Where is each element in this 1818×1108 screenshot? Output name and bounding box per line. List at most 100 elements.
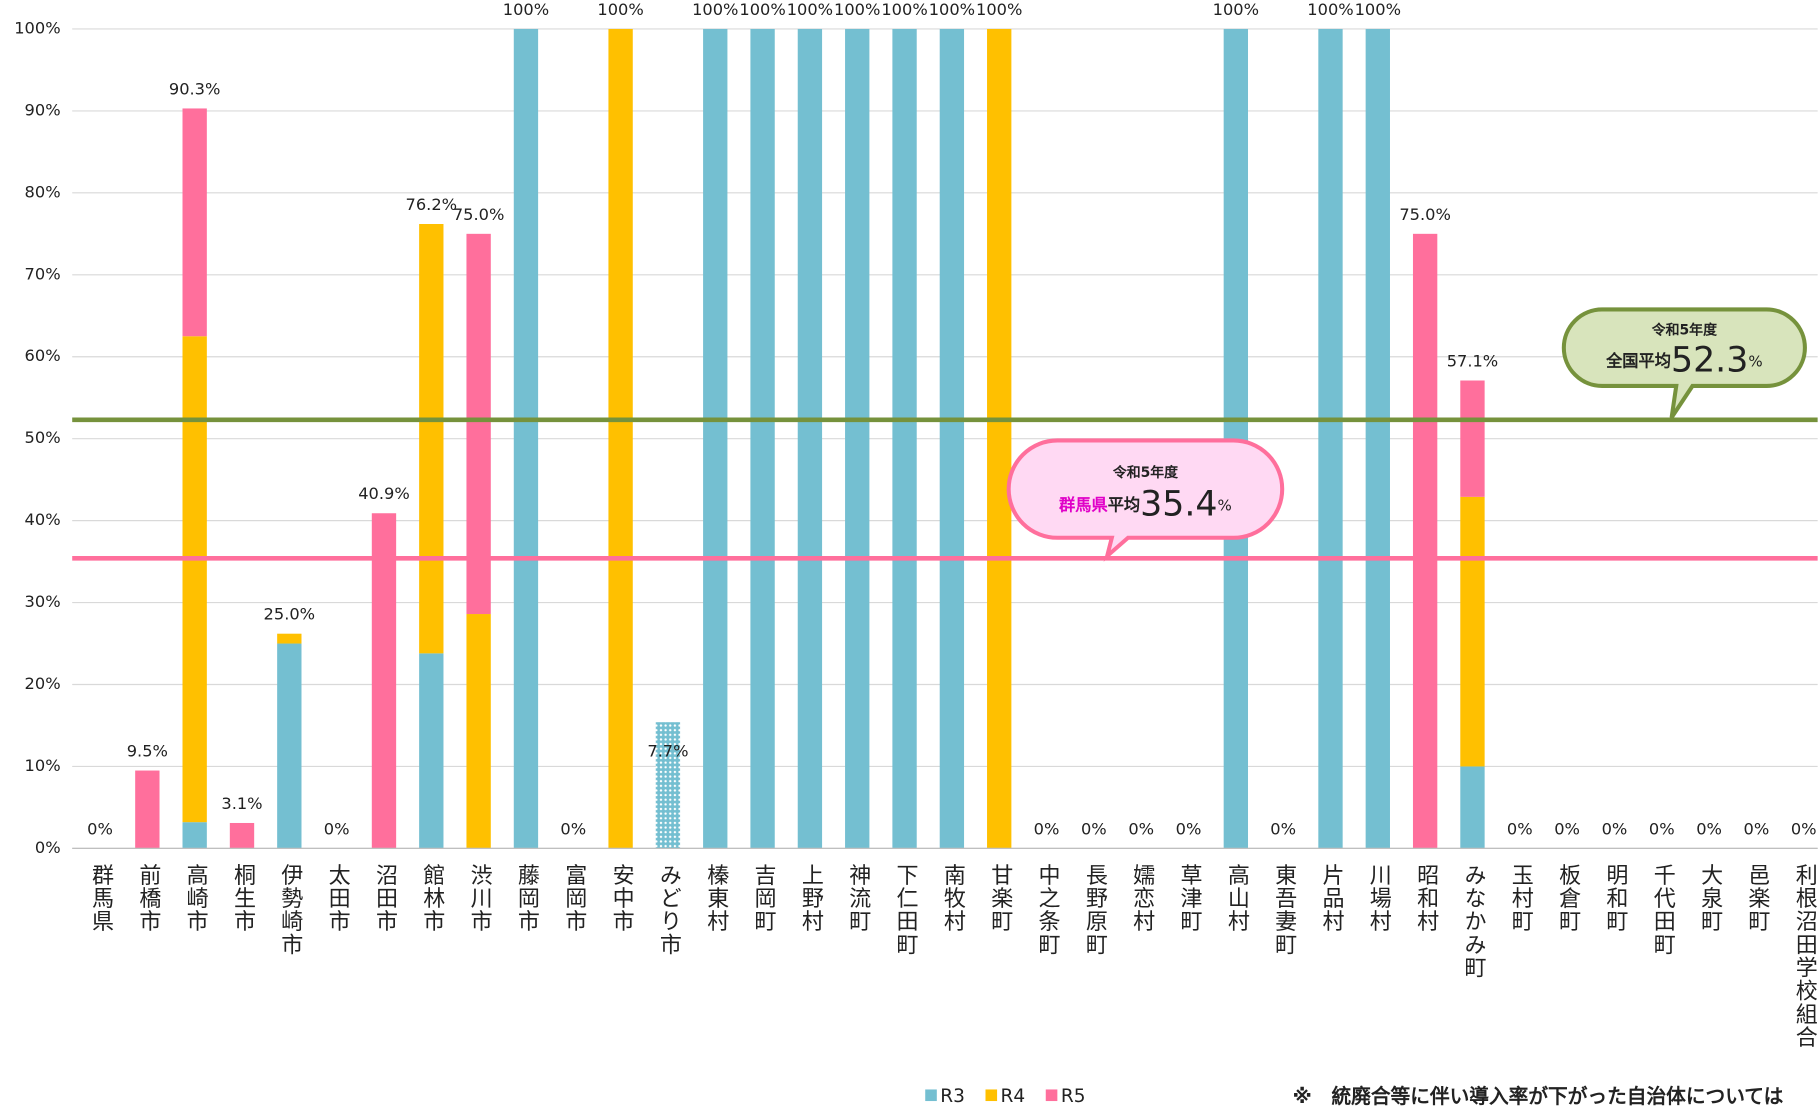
y-tick-label: 20% (25, 674, 61, 693)
data-label: 0% (87, 819, 113, 838)
data-label: 25.0% (264, 605, 316, 624)
data-label: 0% (1176, 819, 1202, 838)
bar-segment (845, 28, 870, 849)
x-tick-label: 東吾妻町 (1271, 863, 1297, 956)
bar-segment (655, 722, 681, 849)
x-tick-label: 玉村町 (1508, 863, 1534, 933)
x-tick-label: 邑楽町 (1744, 863, 1770, 933)
x-tick-label: 群馬県 (88, 863, 114, 933)
bar-segment (135, 770, 160, 849)
bar-segment (797, 28, 823, 849)
data-label: 0% (324, 819, 350, 838)
callout-prefix: 全国平均 (1605, 351, 1671, 370)
callout-value: 35.4 (1140, 484, 1217, 524)
data-label: 0% (1128, 819, 1154, 838)
x-tick-label: 板倉町 (1555, 863, 1581, 933)
bar-segment (419, 653, 444, 849)
x-tick-label: 下仁田町 (893, 863, 919, 956)
bar-segment (182, 108, 207, 337)
data-label: 0% (1649, 819, 1675, 838)
x-tick-label: 利根沼田学校組合 (1792, 863, 1818, 1048)
callout-year: 令和5年度 (1652, 321, 1717, 338)
data-label: 76.2% (406, 195, 458, 214)
x-tick-label: 安中市 (609, 863, 634, 933)
y-tick-label: 60% (25, 346, 61, 365)
callout-year: 令和5年度 (1113, 464, 1178, 481)
data-label: 0% (1081, 819, 1107, 838)
data-label: 0% (1554, 819, 1580, 838)
x-tick-label: 明和町 (1602, 863, 1628, 933)
x-tick-label: 館林市 (419, 863, 445, 933)
note: ※ 統廃合等に伴い導入率が下がった自治体については (1293, 1085, 1784, 1108)
x-tick-label: 太田市 (325, 863, 351, 933)
x-tick-label: 富岡市 (561, 863, 586, 933)
callout-unit: % (1218, 496, 1232, 514)
x-tick-label: みなかみ町 (1460, 863, 1485, 979)
x-tick-label: 吉岡町 (751, 863, 776, 933)
x-tick-label: 上野村 (798, 863, 824, 933)
x-tick-label: 榛東村 (703, 863, 729, 933)
data-label: 0% (1602, 819, 1628, 838)
callout-prefix: 平均 (1108, 495, 1140, 514)
data-label: 90.3% (169, 79, 221, 98)
data-label: 75.0% (453, 205, 505, 224)
data-label: 75.0% (1399, 205, 1451, 224)
legend-label: R3 (940, 1086, 965, 1107)
data-label: 100% (503, 0, 549, 19)
callout-unit: % (1748, 352, 1762, 370)
data-label: 3.1% (221, 794, 262, 813)
y-tick-label: 100% (14, 18, 60, 37)
legend-label: R5 (1061, 1086, 1086, 1107)
bar-segment (750, 28, 775, 849)
y-tick-label: 80% (25, 182, 61, 201)
bar-segment (1318, 28, 1343, 849)
data-label: 100% (881, 0, 927, 19)
x-tick-label: 渋川市 (467, 863, 493, 933)
bar-segment (466, 614, 491, 849)
bar-segment (1412, 233, 1438, 849)
x-tick-label: 神流町 (845, 863, 871, 933)
bar-segment (1460, 766, 1485, 849)
y-tick-label: 50% (25, 428, 61, 447)
data-label: 0% (1696, 819, 1722, 838)
legend-swatch (925, 1089, 937, 1102)
data-label: 100% (1213, 0, 1259, 19)
bar-segment (182, 336, 207, 823)
data-label: 100% (739, 0, 785, 19)
callout-text: 群馬県平均35.4% (1059, 484, 1232, 524)
y-tick-label: 70% (25, 264, 61, 283)
bar-segment (1365, 28, 1390, 849)
y-tick-label: 0% (35, 838, 61, 857)
data-label: 0% (1507, 819, 1533, 838)
x-tick-label: 伊勢崎市 (277, 863, 303, 956)
callout (1006, 438, 1285, 562)
x-tick-label: 南牧村 (940, 863, 966, 933)
data-label: 0% (1034, 819, 1060, 838)
data-label: 100% (1355, 0, 1401, 19)
bar-segment (419, 223, 444, 654)
data-label: 57.1% (1447, 351, 1499, 370)
x-tick-label: 藤岡市 (514, 863, 540, 933)
x-tick-label: 高山村 (1224, 863, 1250, 933)
callout (1561, 307, 1807, 419)
data-label: 100% (976, 0, 1022, 19)
bar-segment (1460, 380, 1485, 497)
data-label: 7.7% (647, 742, 688, 761)
bar-segment (939, 28, 965, 849)
x-tick-label: 大泉町 (1697, 863, 1723, 933)
bar-segment (466, 233, 491, 615)
data-label: 100% (929, 0, 975, 19)
data-label: 100% (787, 0, 833, 19)
bar-segment (182, 822, 207, 849)
callout-region: 群馬県 (1059, 495, 1108, 514)
x-tick-label: 中之条町 (1035, 863, 1061, 956)
legend-label: R4 (1001, 1086, 1026, 1107)
x-tick-label: みどり市 (656, 863, 681, 956)
bar-segment (229, 822, 255, 849)
x-tick-label: 千代田町 (1650, 863, 1676, 956)
bar-segment (892, 28, 917, 849)
y-tick-label: 90% (25, 100, 61, 119)
bar-segment (1460, 496, 1485, 767)
data-label: 0% (1270, 819, 1296, 838)
